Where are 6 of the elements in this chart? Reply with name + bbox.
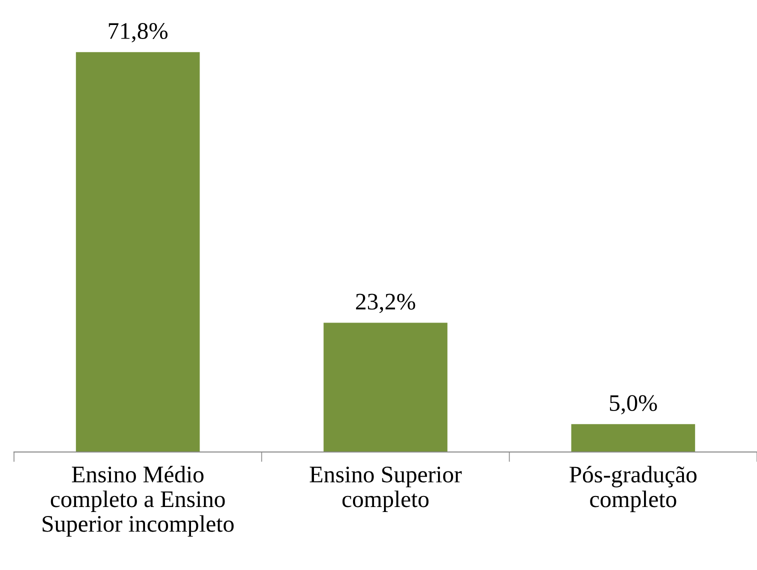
x-tick-label: Ensino Superior completo [310,466,462,512]
x-tick-label: Pós-gradução completo [570,466,697,512]
x-tick-label: Ensino Médio completo a Ensino Superior incompleto [42,466,234,537]
data-label: 5,0% [610,395,657,414]
data-label: 71,8% [108,23,168,42]
data-label: 23,2% [356,294,416,314]
